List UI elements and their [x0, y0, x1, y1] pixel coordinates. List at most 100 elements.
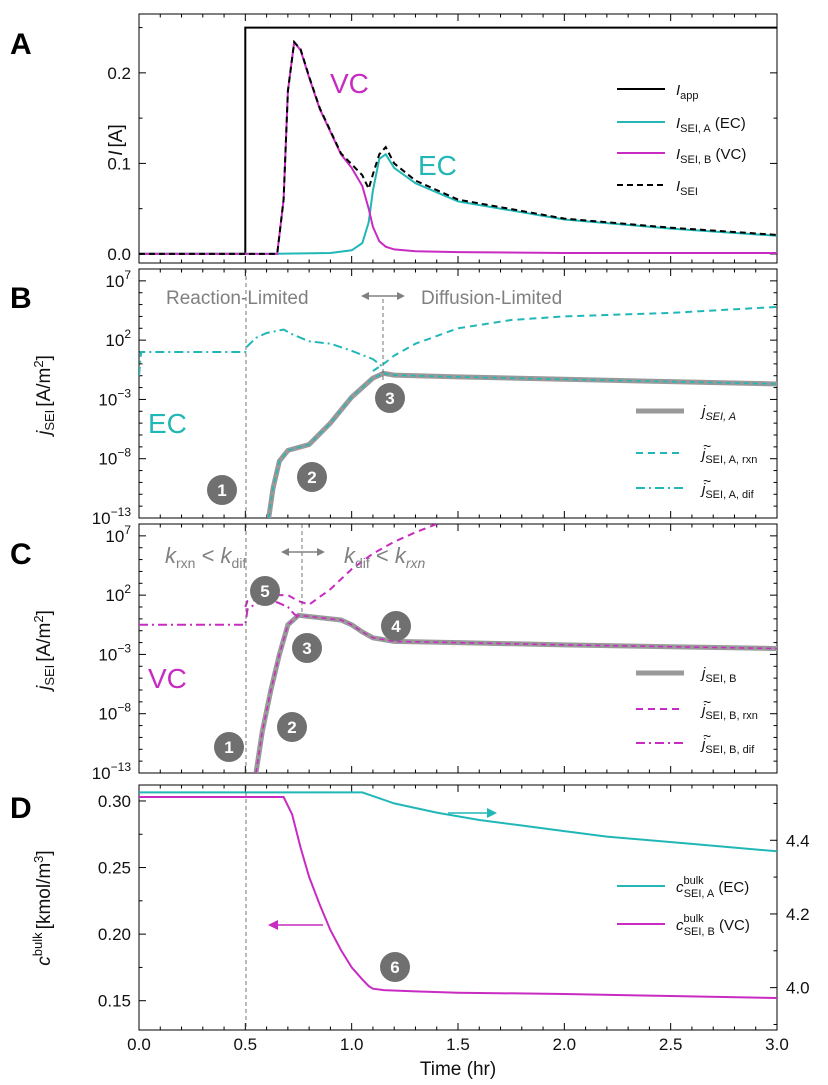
panel-b-ec-label: EC [148, 408, 187, 439]
svg-text:5: 5 [260, 582, 269, 601]
legend-label-c-sei-b: cbulk SEI, B (VC) [676, 913, 750, 938]
y-tick-label: 10−8 [98, 446, 131, 469]
y-tick-label: 10−13 [92, 760, 132, 783]
svg-text:2: 2 [287, 718, 296, 737]
legend-label-j-sei-a-rxn: jSEI, A, rxn [700, 446, 757, 466]
svg-text:3: 3 [385, 389, 394, 408]
panel-d-ytick: 0.15 [98, 992, 131, 1011]
series-c-sei-a-line [139, 791, 777, 853]
x-tick-label: 1.5 [446, 1035, 470, 1054]
panel-a-ytick: 0.2 [107, 64, 131, 83]
legend-tilde-b-rxn: ~ [703, 694, 711, 710]
panel-a-ticks [138, 14, 778, 263]
series-i-app-line [139, 26, 777, 255]
legend-tilde-a-dif: ~ [703, 473, 711, 489]
legend-label-j-sei-b-rxn: jSEI, B, rxn [700, 702, 758, 722]
regime-reaction-limited: Reaction-Limited [166, 288, 309, 309]
series-j-sei-a-overlay [267, 372, 777, 518]
marker-c-3: 3 [292, 633, 322, 663]
series-j-sei-a-rxn-line [372, 305, 777, 372]
panel-label-b: B [10, 282, 32, 315]
marker-c-5: 5 [250, 576, 280, 606]
panel-b: 10−13 10−8 10−3 102 107 jSEI[A/m2] Reaction-… [31, 268, 778, 528]
svg-text:6: 6 [390, 958, 399, 977]
svg-text:2: 2 [307, 468, 316, 487]
marker-c-2: 2 [277, 712, 307, 742]
panel-d-ytick-right: 4.4 [786, 831, 810, 850]
panel-c-yticklabels: 10−13 10−8 10−3 102 107 [92, 523, 132, 783]
y-tick-label: 10−8 [98, 701, 131, 724]
y-tick-label: 102 [105, 582, 131, 605]
x-tick-label: 2.0 [552, 1035, 576, 1054]
panel-label-d: D [10, 792, 32, 825]
panel-b-ylabel: jSEI[A/m2] [31, 355, 57, 438]
svg-text:3: 3 [302, 639, 311, 658]
y-tick-label: 107 [105, 268, 131, 291]
regime-dif-lt-rxn: kdif < krxn [344, 543, 426, 571]
svg-text:4: 4 [391, 617, 401, 636]
panel-a: 0.0 0.1 0.2 I[A] VC EC Iapp ISEI, A (EC)… [106, 13, 778, 264]
marker-c-4: 4 [381, 611, 411, 641]
panel-label-c: C [10, 538, 32, 571]
series-c-sei-b-line [139, 796, 777, 999]
panel-c-legend: jSEI, B jSEI, B, rxn ~ jSEI, B, dif ~ [636, 665, 758, 756]
double-arrow-b [361, 292, 405, 300]
x-tick-label: 0.5 [233, 1035, 257, 1054]
panel-d-ytick-right: 4.2 [786, 905, 810, 924]
panel-d-ytick-right: 4.0 [786, 979, 810, 998]
panel-c: 10−13 10−8 10−3 102 107 jSEI[A/m2] krxn < kd… [31, 523, 778, 783]
series-j-sei-b-overlay [255, 614, 777, 773]
y-tick-label: 10−3 [98, 386, 131, 409]
legend-label-j-sei-a: jSEI, A [700, 403, 736, 423]
marker-b-2: 2 [297, 462, 327, 492]
panel-d-ytick: 0.25 [98, 859, 131, 878]
panel-label-a: A [10, 28, 32, 61]
regime-diffusion-limited: Diffusion-Limited [421, 288, 562, 309]
legend-label-j-sei-b-dif: jSEI, B, dif [700, 736, 755, 756]
panel-d-xlabel: Time (hr) [420, 1059, 496, 1080]
series-j-sei-a-line [266, 370, 777, 518]
panel-d: 0.15 0.20 0.25 0.30 4.0 4.2 4.4 cbulk[km… [30, 784, 810, 1080]
x-tick-label: 3.0 [765, 1035, 789, 1054]
panel-d-ytick: 0.20 [98, 925, 131, 944]
panel-a-legend: Iapp ISEI, A (EC) ISEI, B (VC) ISEI [617, 82, 746, 198]
arrow-right-axis [448, 808, 497, 818]
panel-b-yticklabels: 10−13 10−8 10−3 102 107 [92, 268, 132, 528]
panel-a-frame [138, 13, 778, 264]
marker-c-1: 1 [214, 732, 244, 762]
marker-b-3: 3 [375, 383, 405, 413]
panel-d-legend: cbulk SEI, A (EC) cbulk SEI, B (VC) [617, 875, 750, 938]
series-i-sei-b-line [139, 39, 777, 255]
legend-label-c-sei-a: cbulk SEI, A (EC) [676, 875, 749, 900]
series-j-sei-b-dif-line [139, 601, 299, 626]
panel-c-ylabel: jSEI[A/m2] [31, 610, 57, 693]
y-tick-label: 102 [105, 327, 131, 350]
series-i-sei-line [139, 39, 777, 255]
panel-a-ytick: 0.1 [107, 154, 131, 173]
panel-d-xticklabels: 0.0 0.5 1.0 1.5 2.0 2.5 3.0 [127, 1035, 789, 1054]
x-tick-label: 1.0 [340, 1035, 364, 1054]
panel-d-ylabel: cbulk[kmol/m3] [30, 850, 55, 965]
y-tick-label: 10−13 [92, 505, 132, 528]
legend-label-j-sei-b: jSEI, B [700, 665, 737, 685]
x-tick-label: 2.5 [659, 1035, 683, 1054]
legend-label-j-sei-a-dif: jSEI, A, dif [700, 481, 755, 501]
legend-label-i-sei-a: ISEI, A (EC) [676, 115, 746, 135]
legend-tilde-b-dif: ~ [703, 728, 711, 744]
series-j-sei-a-dif-line [139, 328, 385, 376]
marker-d-6: 6 [380, 952, 410, 982]
marker-b-1: 1 [207, 475, 237, 505]
legend-tilde-a-rxn: ~ [703, 438, 711, 454]
series-i-sei-a-line [139, 152, 777, 255]
legend-label-i-sei: ISEI [676, 178, 698, 198]
arrow-left-axis [268, 920, 323, 930]
panel-c-vc-label: VC [148, 663, 187, 694]
regime-rxn-lt-dif: krxn < kdif [165, 543, 246, 571]
panel-a-ytick: 0.0 [107, 245, 131, 264]
svg-text:1: 1 [217, 481, 226, 500]
series-j-sei-b-line [253, 612, 777, 773]
panel-d-ytick: 0.30 [98, 792, 131, 811]
legend-label-i-app: Iapp [676, 82, 699, 102]
legend-label-i-sei-b: ISEI, B (VC) [676, 146, 746, 166]
